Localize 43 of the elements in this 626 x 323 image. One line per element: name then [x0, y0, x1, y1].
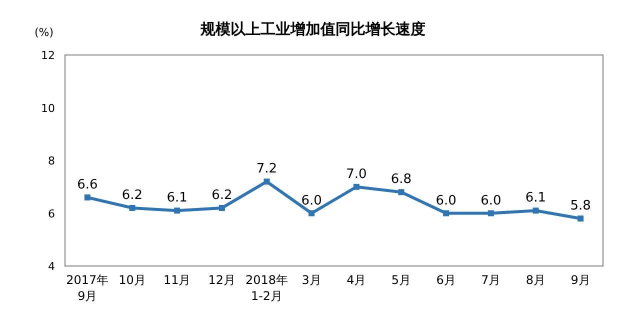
data-label: 6.6	[77, 177, 98, 192]
point	[264, 178, 270, 185]
x-tick-label: 8月	[526, 273, 546, 287]
x-tick-label: 2017年 9月	[66, 273, 109, 303]
data-label: 6.0	[480, 193, 502, 208]
data-label: 7.2	[256, 162, 278, 177]
point	[218, 204, 225, 211]
point	[443, 210, 450, 216]
point	[398, 189, 404, 196]
y-tick-label: 10	[41, 102, 55, 115]
title: 规模以上工业增加值同比增长速度	[200, 20, 426, 38]
y-tick-label: 8	[48, 154, 55, 168]
point	[353, 184, 360, 190]
x-tick-label: 4月	[346, 273, 366, 287]
x-tick-label: 12月	[208, 273, 236, 287]
y-tick-label: 6	[48, 207, 55, 220]
data-label: 6.0	[436, 193, 456, 208]
point	[308, 210, 315, 216]
point	[532, 208, 539, 214]
point	[84, 194, 90, 200]
data-label: 5.8	[570, 198, 591, 214]
data-label: 6.0	[301, 193, 322, 208]
data-label: 6.1	[525, 190, 546, 206]
x-tick-label: 6月	[436, 273, 456, 287]
point	[174, 208, 180, 214]
y-tick-label: 4	[48, 260, 55, 273]
x-tick-label: 2018年 1-2月	[245, 273, 288, 303]
x-tick-label: 9月	[570, 273, 590, 287]
y-tick-label: 12	[41, 49, 55, 62]
point	[129, 204, 136, 211]
x-tick-label: 5月	[391, 273, 412, 287]
data-label: 6.2	[122, 188, 143, 203]
x-tick-label: 3月	[302, 273, 322, 287]
data-label: 6.8	[390, 172, 412, 188]
x-tick-label: 10月	[118, 273, 146, 287]
data-label: 7.0	[346, 166, 367, 182]
point	[578, 216, 584, 222]
x-tick-label: 11月	[163, 273, 191, 287]
point	[488, 210, 494, 216]
data-label: 6.2	[212, 188, 232, 203]
ylabel: (%)	[34, 26, 54, 39]
data-label: 6.1	[166, 190, 188, 206]
x-tick-label: 7月	[481, 273, 501, 287]
